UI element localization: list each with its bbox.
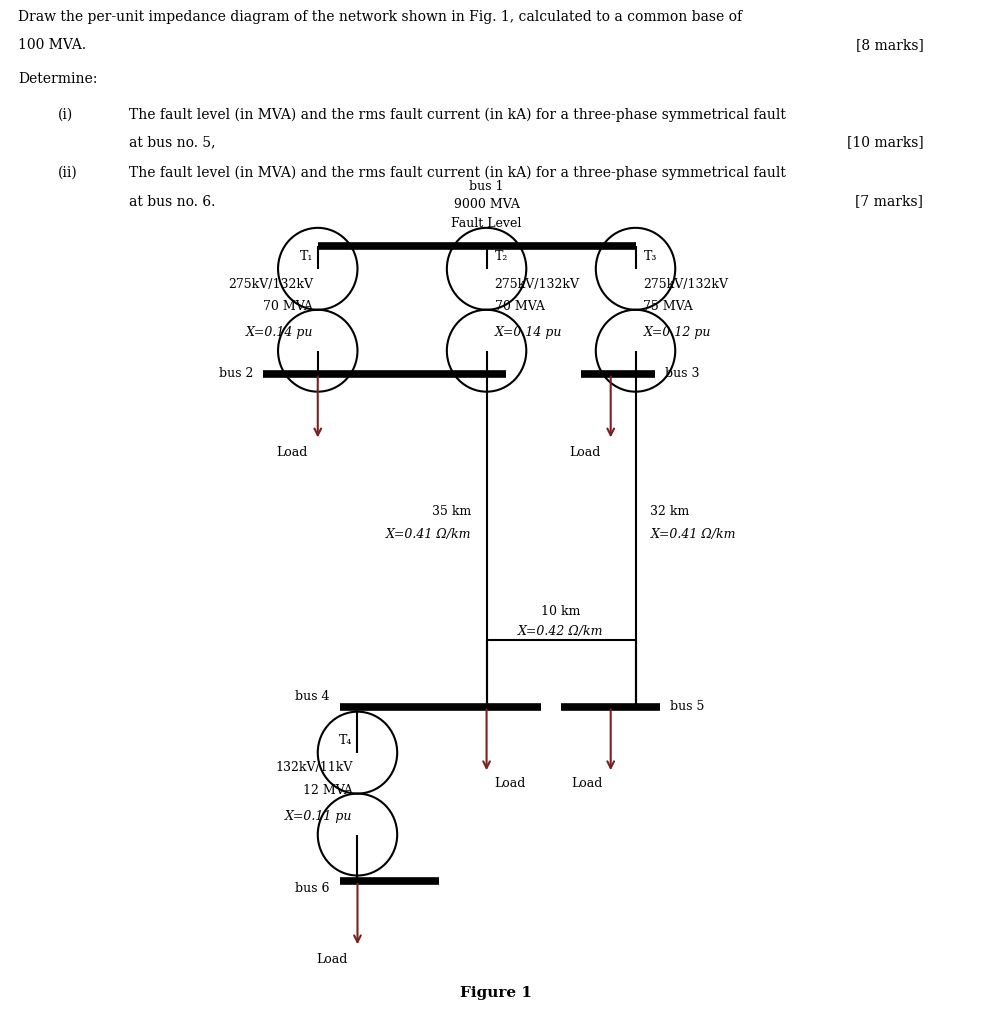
Text: at bus no. 5,: at bus no. 5, xyxy=(129,135,215,150)
Text: bus 5: bus 5 xyxy=(670,700,705,713)
Text: X=0.41 Ω/km: X=0.41 Ω/km xyxy=(386,527,472,541)
Text: X=0.42 Ω/km: X=0.42 Ω/km xyxy=(518,626,604,638)
Text: bus 3: bus 3 xyxy=(665,368,700,380)
Text: (i): (i) xyxy=(58,108,72,122)
Text: 100 MVA.: 100 MVA. xyxy=(18,38,86,52)
Text: X=0.11 pu: X=0.11 pu xyxy=(285,810,353,822)
Text: Figure 1: Figure 1 xyxy=(461,986,532,1000)
Text: 35 km: 35 km xyxy=(432,505,472,518)
Text: X=0.12 pu: X=0.12 pu xyxy=(643,326,711,339)
Text: [8 marks]: [8 marks] xyxy=(856,38,923,52)
Text: T₁: T₁ xyxy=(300,250,313,263)
Text: X=0.41 Ω/km: X=0.41 Ω/km xyxy=(650,527,736,541)
Text: Draw the per-unit impedance diagram of the network shown in Fig. 1, calculated t: Draw the per-unit impedance diagram of t… xyxy=(18,10,742,25)
Text: X=0.14 pu: X=0.14 pu xyxy=(245,326,313,339)
Text: 275kV/132kV: 275kV/132kV xyxy=(495,278,580,291)
Text: Determine:: Determine: xyxy=(18,72,97,86)
Text: Load: Load xyxy=(316,953,348,966)
Text: Load: Load xyxy=(495,777,526,790)
Text: (ii): (ii) xyxy=(58,166,77,180)
Text: 9000 MVA: 9000 MVA xyxy=(454,199,519,211)
Text: 70 MVA: 70 MVA xyxy=(263,300,313,313)
Text: bus 1: bus 1 xyxy=(470,180,503,193)
Text: 275kV/132kV: 275kV/132kV xyxy=(227,278,313,291)
Text: 75 MVA: 75 MVA xyxy=(643,300,693,313)
Text: X=0.14 pu: X=0.14 pu xyxy=(495,326,562,339)
Text: bus 4: bus 4 xyxy=(295,690,330,702)
Text: 132kV/11kV: 132kV/11kV xyxy=(275,762,353,774)
Text: 32 km: 32 km xyxy=(650,505,690,518)
Text: [7 marks]: [7 marks] xyxy=(856,195,923,209)
Text: T₂: T₂ xyxy=(495,250,507,263)
Text: bus 2: bus 2 xyxy=(218,368,253,380)
Text: Load: Load xyxy=(569,446,601,459)
Text: 275kV/132kV: 275kV/132kV xyxy=(643,278,729,291)
Text: 70 MVA: 70 MVA xyxy=(495,300,544,313)
Text: 12 MVA: 12 MVA xyxy=(303,784,353,797)
Text: at bus no. 6.: at bus no. 6. xyxy=(129,195,215,209)
Text: Load: Load xyxy=(276,446,308,459)
Text: Load: Load xyxy=(571,777,603,790)
Text: The fault level (in MVA) and the rms fault current (in kA) for a three-phase sym: The fault level (in MVA) and the rms fau… xyxy=(129,166,786,180)
Text: The fault level (in MVA) and the rms fault current (in kA) for a three-phase sym: The fault level (in MVA) and the rms fau… xyxy=(129,108,786,122)
Text: 10 km: 10 km xyxy=(541,605,581,617)
Text: bus 6: bus 6 xyxy=(295,883,330,895)
Text: T₃: T₃ xyxy=(643,250,656,263)
Text: T₄: T₄ xyxy=(340,734,353,746)
Text: [10 marks]: [10 marks] xyxy=(847,135,923,150)
Text: Fault Level: Fault Level xyxy=(452,217,521,229)
